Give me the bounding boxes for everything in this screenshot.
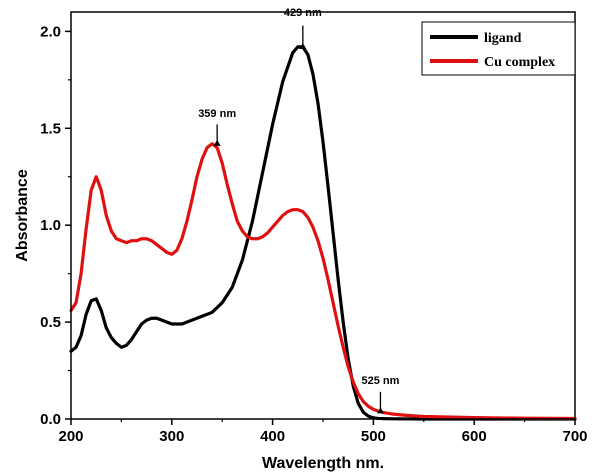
legend-label: Cu complex <box>484 55 555 70</box>
x-tick-label: 500 <box>361 428 386 445</box>
x-tick-label: 600 <box>462 428 487 445</box>
series-line-ligand <box>69 45 577 421</box>
peak-annotation-label: 429 nm <box>284 7 322 19</box>
y-axis-title: Absorbance <box>14 169 31 262</box>
x-tick-label: 700 <box>562 428 587 445</box>
legend-label: ligand <box>484 31 522 46</box>
annotation-arrow-head <box>299 43 307 50</box>
annotation-arrow-head <box>376 407 384 414</box>
x-axis-title: Wavelength nm. <box>262 455 384 472</box>
y-tick-label: 1.5 <box>40 120 61 137</box>
x-tick-label: 200 <box>58 428 83 445</box>
x-tick-label: 400 <box>260 428 285 445</box>
peak-annotation-label: 525 nm <box>361 375 399 387</box>
peak-annotation-label: 359 nm <box>198 108 236 120</box>
y-tick-label: 1.0 <box>40 217 61 234</box>
series-line-cu-complex <box>69 142 577 421</box>
y-tick-label: 0.5 <box>40 314 61 331</box>
legend-box <box>421 21 576 76</box>
y-tick-label: 2.0 <box>40 23 61 40</box>
y-tick-label: 0.0 <box>40 411 61 428</box>
legend: ligand Cu complex <box>421 21 576 76</box>
x-tick-label: 300 <box>159 428 184 445</box>
annotation-arrow-head <box>213 139 221 146</box>
